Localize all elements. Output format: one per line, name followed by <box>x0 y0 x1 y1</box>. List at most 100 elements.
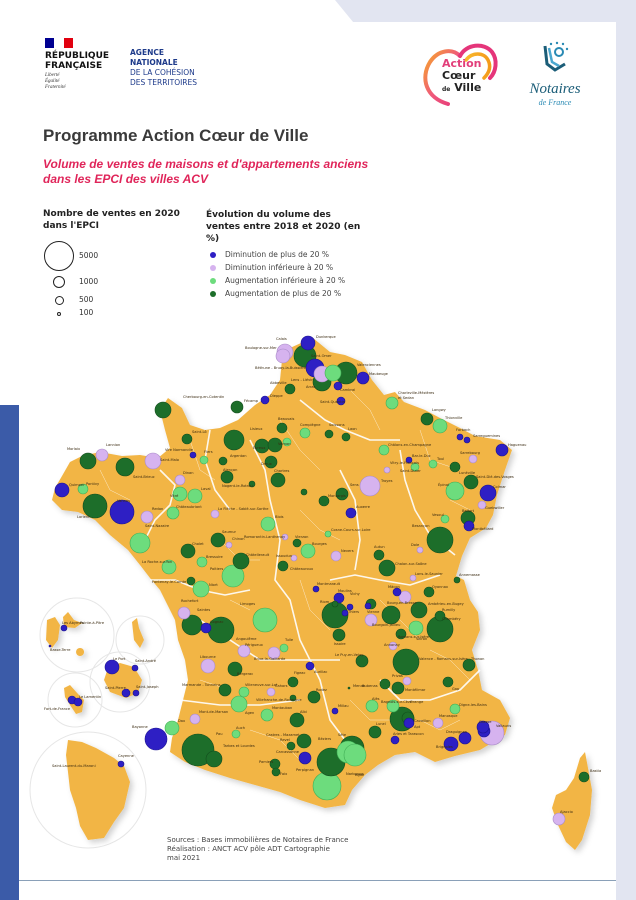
epci-bubble[interactable]: Argentan <box>218 456 228 466</box>
epci-bubble[interactable]: Le Port <box>104 659 120 675</box>
epci-bubble[interactable]: Sens <box>335 487 349 501</box>
epci-bubble[interactable]: Fort-de-France <box>73 697 83 707</box>
epci-bubble[interactable]: Bourgoin-Jallieu <box>364 613 378 627</box>
epci-bubble[interactable]: Villefranche-de-Rouergue <box>289 694 297 702</box>
epci-bubble[interactable]: Montauban <box>260 708 274 722</box>
epci-bubble[interactable]: Rumilly <box>434 610 446 622</box>
epci-bubble[interactable]: Sarreguemines <box>463 436 471 444</box>
epci-bubble[interactable]: Thiers <box>346 603 354 611</box>
epci-bubble[interactable]: Bastia <box>578 771 590 783</box>
epci-bubble[interactable]: Thionville <box>432 418 448 434</box>
epci-bubble[interactable]: Millau <box>331 707 339 715</box>
epci-bubble[interactable]: Vichy <box>331 600 339 608</box>
epci-bubble[interactable]: Saint-Malo <box>144 452 162 470</box>
epci-bubble[interactable]: Lisieux <box>223 429 245 451</box>
epci-bubble[interactable]: Moulins <box>333 592 345 604</box>
epci-bubble[interactable]: Oyonnax <box>423 586 435 598</box>
epci-bubble[interactable]: Limoges <box>252 607 278 633</box>
epci-bubble[interactable]: Auxerre <box>345 507 357 519</box>
bubble-layer[interactable]: PauPerpignanBéziersBesançonChambéryClerm… <box>48 335 590 826</box>
epci-bubble[interactable]: Cahors <box>266 687 276 697</box>
epci-bubble[interactable]: Bar-le-Duc <box>405 456 413 464</box>
epci-bubble[interactable]: Dunkerque <box>300 335 316 351</box>
epci-bubble[interactable]: Dole <box>416 546 424 554</box>
epci-bubble[interactable]: Châlons-en-Champagne <box>378 444 390 456</box>
epci-bubble[interactable]: Alençon <box>220 470 234 484</box>
epci-bubble[interactable]: Mont-de-Marsan <box>189 713 201 725</box>
epci-bubble[interactable]: Tulle <box>279 643 289 653</box>
epci-bubble[interactable]: Saint-Quentin <box>336 396 346 406</box>
epci-bubble[interactable]: Arles et Tarascon <box>390 735 400 745</box>
epci-bubble[interactable]: Riom <box>341 609 349 617</box>
epci-bubble[interactable]: Saint-Dizier <box>410 462 420 472</box>
epci-bubble[interactable]: Compiègne <box>299 427 311 439</box>
epci-bubble[interactable]: Chartres <box>270 472 286 488</box>
epci-bubble[interactable]: Fontenay-le-Comte <box>186 576 196 586</box>
epci-bubble[interactable]: Bagnols-sur-Cèze <box>386 699 400 713</box>
epci-bubble[interactable]: Colmar <box>479 484 497 502</box>
epci-bubble[interactable]: Cavaillon <box>403 717 415 729</box>
epci-bubble[interactable]: Vesoul <box>440 514 450 524</box>
epci-bubble[interactable]: Fécamp <box>230 400 244 414</box>
epci-bubble[interactable]: Poitiers <box>221 564 245 588</box>
epci-bubble[interactable]: Boulogne-sur-Mer <box>275 348 291 364</box>
epci-bubble[interactable]: Annonay <box>388 641 398 651</box>
epci-bubble[interactable]: Les Abymes / Pointe-à-Pitre <box>60 624 68 632</box>
epci-bubble[interactable]: Saint-Pierre <box>121 688 131 698</box>
epci-bubble[interactable]: Digne-les-Bains <box>449 703 461 715</box>
epci-bubble[interactable]: Cambrai <box>333 381 343 391</box>
epci-bubble[interactable]: Saint-Joseph <box>132 689 140 697</box>
epci-bubble[interactable]: Besançon <box>426 526 454 554</box>
epci-bubble[interactable]: Dreux <box>264 455 278 469</box>
epci-bubble[interactable]: Montbéliard <box>463 520 475 532</box>
epci-bubble[interactable]: Bayonne <box>144 727 168 751</box>
epci-bubble[interactable]: Saint-André <box>131 664 139 672</box>
epci-bubble[interactable]: Montélimar <box>391 681 405 695</box>
epci-bubble[interactable]: Cherbourg-en-Cotentin <box>154 401 172 419</box>
epci-bubble[interactable]: Maubeuge <box>356 371 370 385</box>
epci-bubble[interactable]: Flers <box>199 455 209 465</box>
epci-bubble[interactable]: Valence / Bourg-de-Péage <box>392 648 420 676</box>
epci-bubble[interactable]: Vitré <box>172 486 188 502</box>
epci-bubble[interactable]: Châteauroux <box>277 560 289 572</box>
epci-bubble[interactable]: Abbeville <box>284 383 296 395</box>
epci-bubble[interactable]: Roanne <box>364 602 372 610</box>
epci-bubble[interactable]: Alès <box>365 699 379 713</box>
epci-bubble[interactable]: Dieppe <box>260 395 270 405</box>
epci-bubble[interactable]: Saint-Dié-des-Vosges <box>463 474 479 490</box>
epci-bubble[interactable]: Rodez <box>307 690 321 704</box>
epci-bubble[interactable]: Libourne <box>200 658 216 674</box>
epci-bubble[interactable]: Blois <box>260 516 276 532</box>
epci-bubble[interactable]: Le Puy-en-Velay <box>355 654 369 668</box>
epci-bubble[interactable]: Lons-le-Saunier <box>409 574 417 582</box>
epci-bubble[interactable]: Auch <box>231 729 241 739</box>
epci-bubble[interactable]: Bressuire <box>196 556 208 568</box>
epci-bubble[interactable]: Gap <box>442 676 454 688</box>
epci-bubble[interactable]: Aurillac <box>305 661 315 671</box>
epci-bubble[interactable]: Pontivy <box>77 483 89 495</box>
epci-bubble[interactable]: Châtellerault <box>232 552 250 570</box>
epci-bubble[interactable]: Voiron <box>408 620 424 636</box>
epci-bubble[interactable]: Nogent-le-Rotrou <box>248 480 256 488</box>
epci-bubble[interactable]: La Flèche <box>210 509 220 519</box>
epci-bubble[interactable]: Morlaix <box>79 452 97 470</box>
epci-bubble[interactable]: Bourg-en-Bresse <box>398 590 412 604</box>
epci-bubble[interactable]: Vierzon <box>292 538 302 548</box>
epci-bubble[interactable]: Laon <box>341 432 351 442</box>
epci-bubble[interactable]: Draguignan <box>458 731 472 745</box>
epci-bubble[interactable]: Forbach <box>456 433 464 441</box>
epci-bubble[interactable]: Cognac <box>200 622 212 634</box>
epci-bubble[interactable]: Thonon <box>462 658 476 672</box>
epci-bubble[interactable]: Sarrebourg <box>468 454 478 464</box>
epci-bubble[interactable]: Perpignan <box>312 771 342 801</box>
epci-bubble[interactable]: Montargis <box>318 495 330 507</box>
epci-bubble[interactable]: Troyes <box>359 475 381 497</box>
epci-bubble[interactable]: Cannes <box>476 720 490 734</box>
epci-bubble[interactable]: Brignoles <box>443 736 459 752</box>
epci-bubble[interactable]: Châteaubriant <box>166 506 180 520</box>
epci-bubble[interactable]: Lannion <box>95 448 109 462</box>
epci-bubble[interactable]: Issoudun <box>290 554 298 562</box>
epci-bubble[interactable]: Saint-Lô <box>181 433 193 445</box>
epci-bubble[interactable]: Manosque <box>432 717 444 729</box>
